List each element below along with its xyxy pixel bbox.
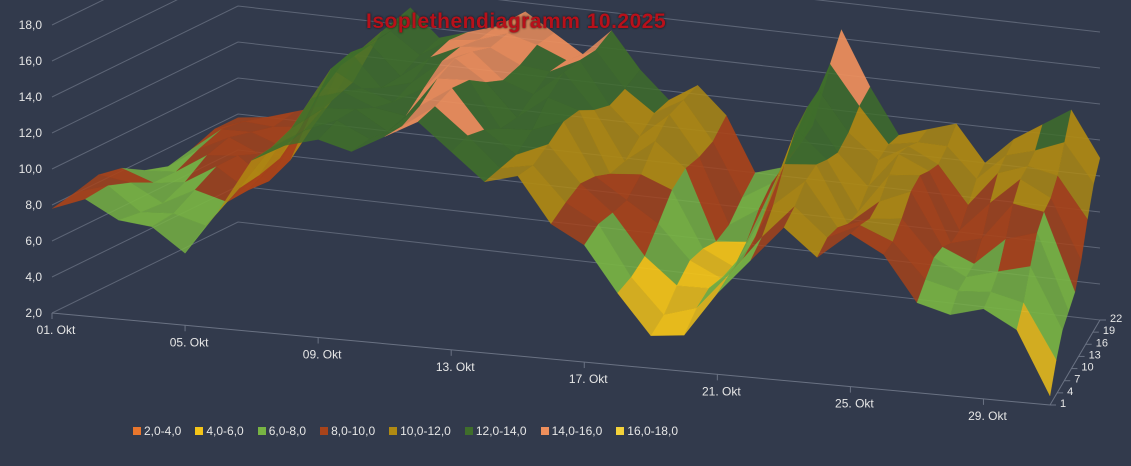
- y-tick-label: 12,0: [19, 126, 43, 140]
- legend-item: 8,0-10,0: [320, 424, 375, 438]
- x-tick-label: 29. Okt: [968, 409, 1007, 423]
- legend-swatch: [389, 427, 398, 435]
- surface-patch: [1030, 231, 1070, 331]
- y-tick-label: 8,0: [25, 198, 42, 212]
- y-tick-label: 18,0: [19, 18, 43, 32]
- legend-item: 14,0-16,0: [540, 424, 603, 438]
- gridline: [51, 5, 1101, 105]
- legend-item: 6,0-8,0: [257, 424, 307, 438]
- legend-label: 14,0-16,0: [551, 424, 603, 438]
- chart-title: Isoplethendiagramm 10.2025: [366, 10, 667, 33]
- legend-item: 12,0-14,0: [464, 424, 527, 438]
- legend-swatch: [195, 427, 204, 435]
- legend-label: 6,0-8,0: [268, 424, 307, 438]
- z-tick-label: 16: [1096, 337, 1108, 349]
- x-tick-label: 01. Okt: [37, 323, 76, 337]
- legend-label: 12,0-14,0: [475, 424, 527, 438]
- x-tick-label: 21. Okt: [702, 384, 741, 398]
- y-tick-label: 6,0: [25, 234, 42, 248]
- x-tick-label: 13. Okt: [436, 360, 475, 374]
- z-tick-label: 4: [1067, 386, 1073, 398]
- y-tick-label: 10,0: [19, 162, 43, 176]
- x-tick-label: 09. Okt: [303, 348, 342, 362]
- y-tick-label: 4,0: [25, 270, 42, 284]
- legend-label: 8,0-10,0: [331, 424, 376, 438]
- gridline: [51, 221, 1101, 321]
- legend-item: 16,0-18,0: [616, 424, 678, 438]
- legend-swatch: [616, 427, 625, 435]
- y-tick-label: 14,0: [19, 90, 43, 104]
- x-axis-line: [51, 312, 1051, 406]
- legend-item: 4,0-6,0: [195, 424, 244, 438]
- legend-swatch: [257, 427, 266, 435]
- z-tick-label: 7: [1074, 374, 1080, 386]
- legend-item: 2,0-4,0: [133, 424, 181, 438]
- z-tick-label: 13: [1089, 349, 1101, 361]
- surface-patch: [1016, 302, 1057, 397]
- legend-label: 2,0-4,0: [144, 424, 182, 438]
- surface-patch: [1050, 175, 1088, 262]
- legend-label: 10,0-12,0: [400, 424, 451, 438]
- x-tick-label: 25. Okt: [835, 397, 874, 411]
- legend-swatch: [133, 427, 141, 435]
- y-tick-label: 2,0: [25, 306, 42, 320]
- x-tick-label: 17. Okt: [569, 372, 608, 386]
- legend-swatch: [464, 427, 473, 435]
- z-axis-line: [1049, 319, 1101, 406]
- z-tick-label: 1: [1060, 398, 1066, 410]
- x-tick-label: 05. Okt: [170, 335, 209, 349]
- z-tick-label: 22: [1110, 313, 1122, 325]
- legend-label: 4,0-6,0: [206, 424, 244, 438]
- z-tick-label: 19: [1103, 325, 1115, 337]
- gridline: [51, 0, 1101, 69]
- legend-swatch: [320, 427, 329, 435]
- y-tick-label: 16,0: [19, 54, 43, 68]
- legend-label: 16,0-18,0: [627, 424, 678, 438]
- legend: 2,0-4,0 4,0-6,0 6,0-8,0 8,0-10,0 10,0-12,0 12…: [133, 424, 678, 438]
- z-tick-label: 10: [1081, 362, 1093, 374]
- legend-swatch: [540, 427, 549, 435]
- legend-item: 10,0-12,0: [389, 424, 451, 438]
